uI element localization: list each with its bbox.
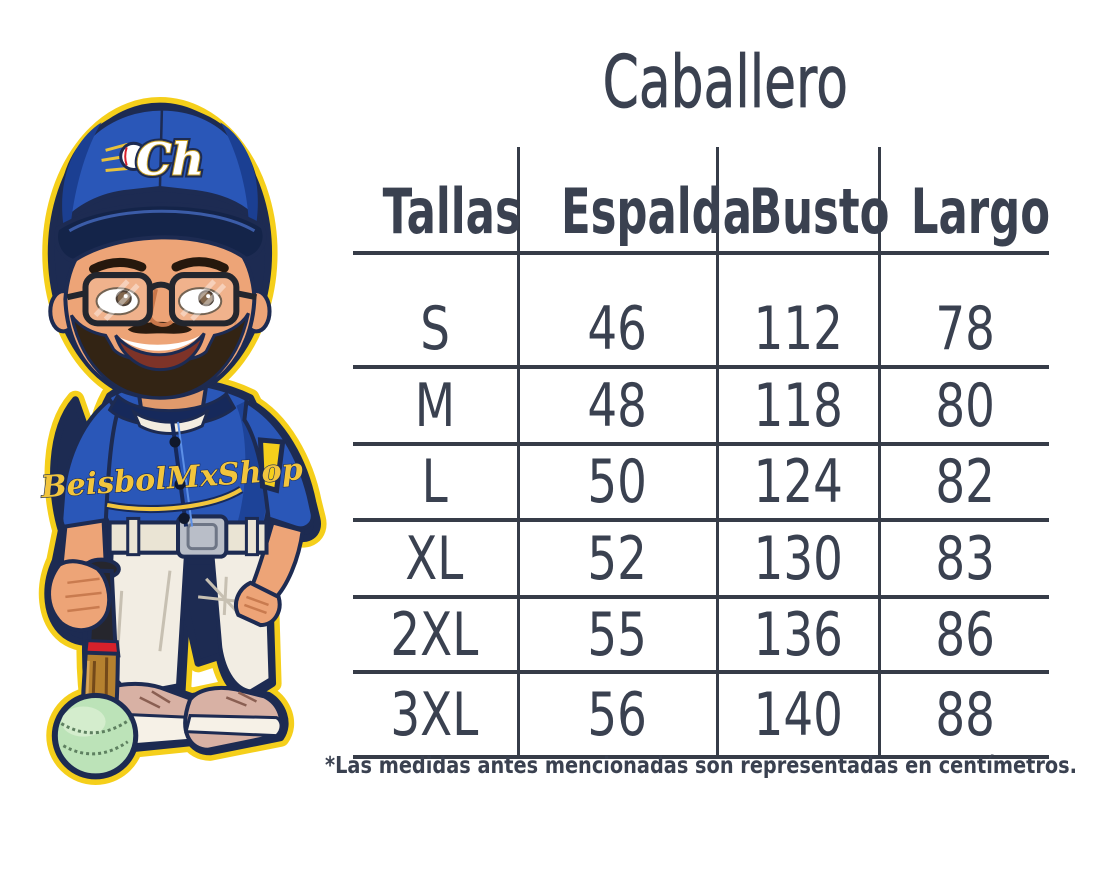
column-header-tallas: Tallas — [353, 147, 521, 255]
glasses-temple — [66, 290, 87, 301]
jersey-button — [169, 436, 181, 448]
cap-left-panel — [62, 122, 102, 225]
table-row-m: M 48 118 80 — [353, 367, 1049, 446]
arm-gap — [257, 437, 286, 494]
right-glint — [206, 294, 211, 299]
cell-largo: 86 — [879, 597, 1049, 674]
pants — [105, 550, 273, 696]
undershirt — [130, 407, 210, 435]
shoe-laces — [139, 690, 258, 709]
cell-size: S — [353, 253, 520, 369]
cell-size: M — [353, 367, 520, 446]
cell-espalda: 50 — [518, 444, 719, 522]
right-fist — [233, 580, 282, 628]
belt — [107, 514, 269, 559]
right-arm — [233, 398, 315, 628]
beard — [69, 312, 250, 400]
cap-logo: Ch Ch — [101, 130, 207, 189]
mascot-illustration: BeisbolMxShop — [38, 88, 342, 792]
eyebrows — [89, 257, 229, 274]
head — [48, 214, 272, 400]
cell-size: L — [353, 444, 520, 522]
logo-ball-stitches — [124, 147, 144, 166]
column-header-espalda: Espalda — [518, 147, 752, 255]
glasses-bridge — [147, 281, 175, 292]
logo-baseball-icon — [119, 141, 149, 171]
jersey-button — [174, 478, 186, 490]
table-row-2xl: 2XL 55 136 86 — [353, 597, 1049, 674]
cell-largo: 82 — [879, 444, 1049, 522]
finger-lines — [243, 595, 269, 615]
cell-espalda: 46 — [518, 253, 719, 369]
cell-size: XL — [353, 520, 520, 599]
cell-espalda: 55 — [518, 597, 719, 674]
table-row-xl: XL 52 130 83 — [353, 520, 1049, 599]
chart-title: Caballero — [377, 40, 1073, 124]
brim-highlight — [68, 209, 256, 233]
cell-largo: 83 — [879, 520, 1049, 599]
footnote-text: *Las medidas antes mencionadas son repre… — [325, 753, 1077, 779]
cap-right-panel — [220, 122, 258, 223]
glasses — [66, 272, 258, 327]
left-glint — [123, 294, 128, 299]
baseball — [52, 692, 139, 779]
right-iris — [198, 290, 215, 307]
cap-brim — [54, 202, 267, 264]
cell-busto: 130 — [717, 520, 881, 599]
table-row-s: S 46 112 78 — [353, 253, 1049, 369]
glasses-temple — [235, 290, 258, 301]
baseball-cap: Ch Ch — [54, 105, 267, 264]
right-sneaker-sole — [184, 714, 283, 738]
cell-busto: 124 — [717, 444, 881, 522]
cell-busto: 140 — [717, 672, 881, 759]
jersey-button — [178, 512, 190, 524]
cell-espalda: 56 — [518, 672, 719, 759]
table-header-row: Tallas Espalda Busto Largo — [353, 147, 1050, 255]
cap-logo-text-outline: Ch — [136, 133, 203, 185]
table-row-3xl: 3XL 56 140 88 — [353, 672, 1049, 759]
belt-loop — [126, 516, 141, 557]
size-chart: Caballero Tallas Espalda Busto Largo S 4… — [325, 0, 1077, 820]
ball-highlight — [61, 706, 106, 737]
cell-size: 2XL — [353, 597, 520, 674]
left-iris — [115, 290, 132, 307]
cell-espalda: 48 — [518, 367, 719, 446]
cell-busto: 112 — [717, 253, 881, 369]
right-lens — [168, 272, 240, 327]
lens-shine — [93, 279, 227, 322]
chart-title-text: Caballero — [602, 40, 848, 124]
buckle-inner — [186, 522, 218, 551]
cell-largo: 88 — [879, 672, 1049, 759]
size-table: Tallas Espalda Busto Largo S 46 112 78 M… — [353, 147, 1050, 759]
column-header-busto: Busto — [717, 147, 889, 255]
cell-busto: 136 — [717, 597, 881, 674]
teeth — [119, 335, 201, 351]
cap-logo-text: Ch — [136, 133, 203, 185]
cell-largo: 78 — [879, 253, 1049, 369]
cell-busto: 118 — [717, 367, 881, 446]
belt-loop — [244, 516, 259, 557]
mouth — [114, 332, 206, 372]
left-arm — [59, 396, 120, 570]
cell-size: 3XL — [353, 672, 520, 759]
table-row-l: L 50 124 82 — [353, 444, 1049, 522]
footnote: *Las medidas antes mencionadas son repre… — [253, 753, 1098, 779]
left-lens — [82, 272, 153, 327]
column-header-largo: Largo — [879, 147, 1050, 255]
eyes — [95, 287, 223, 316]
script-swash — [106, 487, 243, 511]
cap-seam — [158, 108, 164, 189]
ball-stitches — [60, 718, 131, 756]
cell-largo: 80 — [879, 367, 1049, 446]
left-finger-lines — [65, 577, 102, 613]
cell-espalda: 52 — [518, 520, 719, 599]
